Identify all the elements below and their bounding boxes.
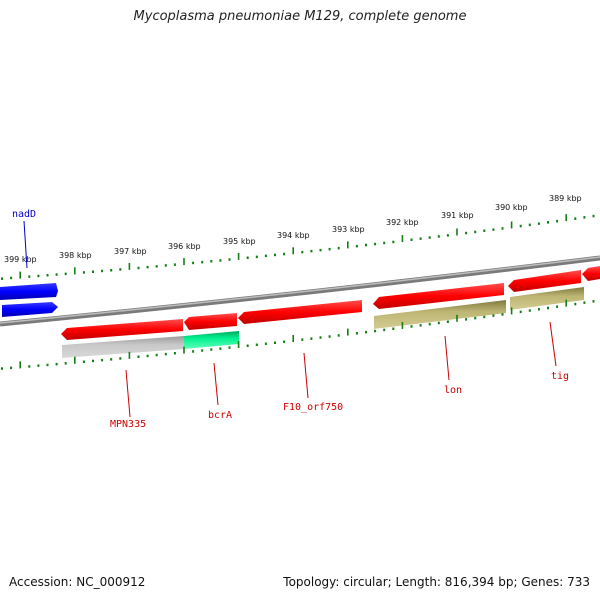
kbp-label-391: 391 kbp: [441, 211, 474, 220]
lon-label-line: [444, 335, 450, 381]
nadD-cds-arrow[interactable]: [2, 302, 58, 317]
bcrA-cds-bar[interactable]: [184, 331, 239, 349]
kbp-label-394: 394 kbp: [277, 231, 310, 240]
nadD-label-line: [23, 220, 28, 269]
gene-label-bcrA[interactable]: bcrA: [208, 410, 232, 421]
gene-label-MPN335[interactable]: MPN335: [110, 419, 146, 430]
kbp-label-395: 395 kbp: [223, 237, 256, 246]
gene-labels: nadD MPN335 bcrA F10_orf750 lon tig: [12, 209, 569, 430]
F10_orf750-gene-arrow[interactable]: [238, 300, 362, 324]
tig-label-line: [549, 321, 557, 367]
nadD-gene-arrow[interactable]: [0, 283, 58, 300]
gene-label-tig[interactable]: tig: [551, 371, 569, 382]
F10_orf750-label-line: [303, 352, 309, 399]
lon-cds-bar[interactable]: [374, 300, 506, 329]
gene-label-F10_orf750[interactable]: F10_orf750: [283, 402, 343, 413]
gene-label-lon[interactable]: lon: [444, 385, 462, 396]
map-title: Mycoplasma pneumoniae M129, complete gen…: [133, 9, 467, 24]
tig-gene-arrow[interactable]: [508, 270, 581, 292]
genome-backbone: [0, 255, 600, 327]
next-gene-arrow[interactable]: [582, 266, 600, 281]
kbp-label-396: 396 kbp: [168, 242, 201, 251]
kbp-label-398: 398 kbp: [59, 251, 92, 260]
lon-gene-arrow[interactable]: [373, 283, 504, 309]
genome-backbone-highlight: [0, 256, 600, 324]
MPN335-gene-arrow[interactable]: [61, 319, 183, 340]
kbp-label-392: 392 kbp: [386, 218, 419, 227]
kbp-label-393: 393 kbp: [332, 225, 365, 234]
cds-features: [62, 287, 584, 358]
kbp-label-390: 390 kbp: [495, 203, 528, 212]
kbp-label-399: 399 kbp: [4, 255, 37, 264]
MPN335-cds-bar[interactable]: [62, 336, 184, 358]
gene-label-lines: [23, 220, 557, 418]
kbp-labels: 399 kbp 398 kbp 397 kbp 396 kbp 395 kbp …: [4, 194, 582, 264]
accession-text: Accession: NC_000912: [9, 575, 146, 589]
bcrA-gene-arrow[interactable]: [184, 313, 237, 330]
upper-tick-scale: [1, 214, 595, 280]
gene-label-nadD[interactable]: nadD: [12, 209, 36, 220]
plus-strand-genes: [0, 283, 58, 317]
genome-summary-text: Topology: circular; Length: 816,394 bp; …: [283, 575, 590, 589]
MPN335-label-line: [125, 369, 131, 418]
lower-tick-scale: [1, 299, 595, 370]
kbp-label-389: 389 kbp: [549, 194, 582, 203]
kbp-label-397: 397 kbp: [114, 247, 147, 256]
bcrA-label-line: [213, 362, 219, 406]
reverse-strand-genes: [61, 266, 600, 340]
tig-cds-bar[interactable]: [510, 287, 584, 310]
